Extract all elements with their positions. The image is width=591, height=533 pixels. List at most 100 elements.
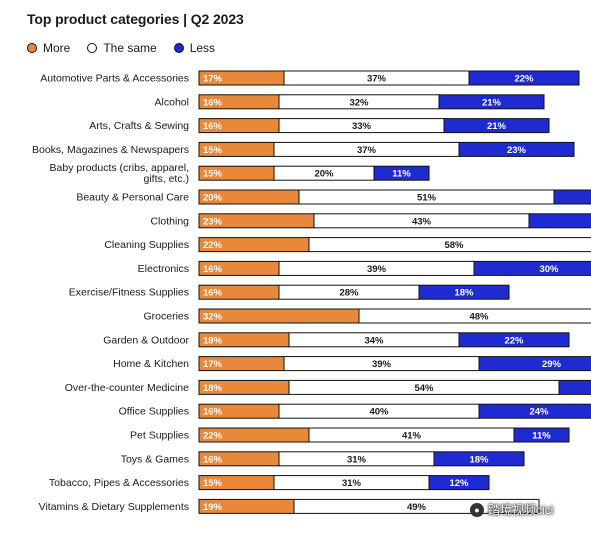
data-label: 39% bbox=[372, 359, 392, 370]
chart-title: Top product categories | Q2 2023 bbox=[27, 11, 244, 27]
category-label: Pet Supplies bbox=[130, 430, 189, 442]
data-label: 32% bbox=[203, 312, 223, 323]
category-label: Clothing bbox=[150, 215, 189, 227]
category-label: gifts, etc.) bbox=[143, 173, 189, 185]
bar-segment-less bbox=[553, 189, 591, 205]
data-label: 49% bbox=[407, 502, 427, 513]
bar-segment-same bbox=[308, 237, 591, 253]
data-label: 31% bbox=[342, 478, 362, 489]
bar-segment-less bbox=[458, 141, 575, 157]
data-label: 20% bbox=[314, 169, 334, 180]
category-label: Baby products (cribs, apparel, bbox=[50, 162, 189, 174]
category-label: Toys & Games bbox=[121, 453, 189, 465]
bar-segment-less bbox=[428, 475, 490, 491]
bar-segment-less bbox=[478, 356, 591, 372]
data-label: 21% bbox=[487, 121, 507, 132]
legend-item-less: Less bbox=[173, 41, 216, 55]
data-label: 16% bbox=[203, 264, 223, 275]
data-label: 43% bbox=[412, 216, 432, 227]
legend-swatch-less bbox=[173, 43, 184, 53]
data-label: 18% bbox=[454, 288, 474, 299]
bar-segment-less bbox=[478, 403, 591, 419]
legend-swatch-more bbox=[27, 43, 37, 53]
legend-swatch-same bbox=[87, 43, 98, 53]
bar-segment-less bbox=[458, 332, 570, 348]
category-label: Tobacco, Pipes & Accessories bbox=[49, 477, 189, 489]
bar-segment-less bbox=[468, 70, 580, 86]
legend-label-more: More bbox=[43, 41, 71, 55]
data-label: 16% bbox=[203, 407, 223, 418]
data-label: 22% bbox=[514, 74, 534, 85]
data-label: 28% bbox=[339, 288, 359, 299]
data-label: 18% bbox=[203, 335, 223, 346]
data-label: 31% bbox=[347, 454, 367, 465]
legend-label-same: The same bbox=[103, 41, 157, 55]
data-label: 19% bbox=[203, 502, 223, 513]
legend-item-more: More bbox=[27, 41, 70, 55]
legend: More The same Less bbox=[27, 41, 215, 55]
data-label: 54% bbox=[414, 383, 434, 394]
bar-segment-less bbox=[433, 451, 525, 467]
data-label: 39% bbox=[367, 264, 387, 275]
category-label: Alcohol bbox=[155, 96, 189, 108]
data-label: 17% bbox=[203, 74, 223, 85]
data-label: 11% bbox=[392, 169, 411, 180]
data-label: 18% bbox=[203, 383, 223, 394]
category-label: Home & Kitchen bbox=[113, 358, 189, 370]
category-label: Groceries bbox=[143, 311, 189, 323]
category-label: Electronics bbox=[138, 263, 189, 275]
bar-segment-less bbox=[443, 118, 550, 134]
category-label: Books, Magazines & Newspapers bbox=[32, 144, 189, 156]
legend-label-less: Less bbox=[189, 41, 216, 55]
data-label: 40% bbox=[369, 407, 389, 418]
category-label: Garden & Outdoor bbox=[103, 334, 189, 346]
category-label: Office Supplies bbox=[119, 406, 189, 418]
data-label: 48% bbox=[469, 312, 489, 323]
bar-segment-less bbox=[473, 260, 591, 276]
category-label: Vitamins & Dietary Supplements bbox=[39, 501, 189, 513]
data-label: 34% bbox=[364, 335, 384, 346]
data-label: 16% bbox=[203, 121, 223, 132]
category-label: Over-the-counter Medicine bbox=[65, 382, 189, 394]
bar-segment-less bbox=[513, 427, 570, 443]
data-label: 37% bbox=[357, 145, 377, 156]
data-label: 15% bbox=[203, 145, 223, 156]
bar-segment-less bbox=[558, 379, 591, 395]
data-label: 22% bbox=[203, 431, 223, 442]
bar-segment-more bbox=[198, 308, 360, 324]
data-label: 12% bbox=[449, 478, 469, 489]
data-label: 23% bbox=[507, 145, 527, 156]
data-label: 21% bbox=[482, 97, 502, 108]
data-label: 51% bbox=[417, 193, 437, 204]
data-label: 32% bbox=[349, 97, 369, 108]
data-label: 37% bbox=[367, 74, 387, 85]
data-label: 29% bbox=[542, 359, 562, 370]
data-label: 22% bbox=[504, 335, 524, 346]
category-label: Exercise/Fitness Supplies bbox=[69, 287, 189, 299]
bar-segment-same bbox=[358, 308, 591, 324]
data-label: 23% bbox=[203, 216, 223, 227]
data-label: 15% bbox=[203, 169, 223, 180]
category-label: Automotive Parts & Accessories bbox=[40, 73, 189, 85]
data-label: 20% bbox=[203, 193, 223, 204]
data-label: 22% bbox=[203, 240, 223, 251]
data-label: 41% bbox=[402, 431, 422, 442]
data-label: 30% bbox=[539, 264, 559, 275]
bar-segment-less bbox=[418, 284, 510, 300]
data-label: 16% bbox=[203, 454, 223, 465]
data-label: 18% bbox=[469, 454, 489, 465]
bar-segment-less bbox=[528, 213, 591, 229]
data-label: 16% bbox=[203, 97, 223, 108]
bar-segment-less bbox=[373, 165, 430, 181]
category-label: Arts, Crafts & Sewing bbox=[89, 120, 189, 132]
data-label: 16% bbox=[203, 288, 223, 299]
data-label: 24% bbox=[529, 407, 549, 418]
data-label: 17% bbox=[203, 359, 223, 370]
data-label: 15% bbox=[203, 478, 223, 489]
category-label: Cleaning Supplies bbox=[104, 239, 189, 251]
data-label: 11% bbox=[532, 431, 551, 442]
bar-segment-less bbox=[438, 94, 545, 110]
legend-item-same: The same bbox=[87, 41, 157, 55]
